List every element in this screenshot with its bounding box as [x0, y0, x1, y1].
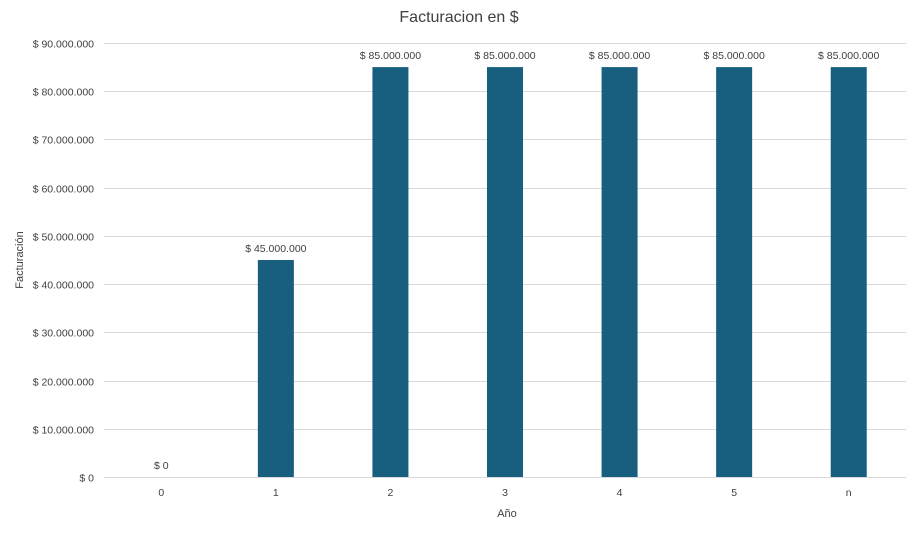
x-tick-label: 5 — [731, 487, 737, 499]
y-tick-label: $ 30.000.000 — [33, 328, 94, 340]
data-label: $ 0 — [154, 460, 169, 472]
y-tick-label: $ 70.000.000 — [33, 135, 94, 147]
x-tick-label: 1 — [273, 487, 279, 499]
data-label: $ 85.000.000 — [818, 50, 879, 62]
y-tick-label: $ 10.000.000 — [33, 425, 94, 437]
x-tick-label: 0 — [158, 487, 164, 499]
y-tick-label: $ 90.000.000 — [33, 39, 94, 51]
bar — [601, 67, 638, 477]
bars — [257, 67, 867, 477]
data-label: $ 85.000.000 — [589, 50, 650, 62]
x-axis-tick-labels: 0 1 2 3 4 5 n — [158, 487, 851, 499]
bar — [372, 67, 409, 477]
data-label: $ 85.000.000 — [360, 50, 421, 62]
y-tick-label: $ 0 — [79, 473, 94, 485]
y-axis-tick-labels: $ 0 $ 10.000.000 $ 20.000.000 $ 30.000.000 $… — [33, 39, 94, 485]
data-label: $ 85.000.000 — [474, 50, 535, 62]
y-tick-label: $ 20.000.000 — [33, 377, 94, 389]
bar — [716, 67, 753, 477]
data-label: $ 85.000.000 — [703, 50, 764, 62]
bar — [830, 67, 867, 477]
y-tick-label: $ 50.000.000 — [33, 232, 94, 244]
y-tick-label: $ 60.000.000 — [33, 184, 94, 196]
y-axis-title: Facturación — [14, 231, 26, 288]
chart-title: Facturacion en $ — [399, 9, 518, 26]
x-tick-label: 4 — [617, 487, 623, 499]
x-tick-label: n — [846, 487, 852, 499]
x-tick-label: 3 — [502, 487, 508, 499]
data-labels: $ 0 $ 45.000.000 $ 85.000.000 $ 85.000.000 $… — [154, 50, 880, 472]
bar — [257, 260, 294, 477]
y-tick-label: $ 40.000.000 — [33, 280, 94, 292]
data-label: $ 45.000.000 — [245, 243, 306, 255]
bar — [487, 67, 523, 477]
x-tick-label: 2 — [388, 487, 394, 499]
x-axis-title: Año — [497, 508, 517, 520]
y-tick-label: $ 80.000.000 — [33, 87, 94, 99]
